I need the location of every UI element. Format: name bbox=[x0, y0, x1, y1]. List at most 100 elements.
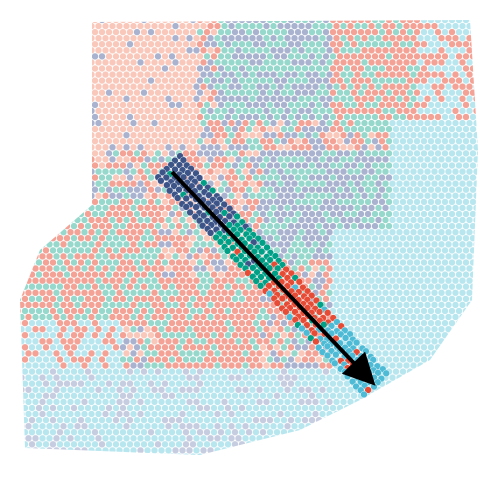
tissue-spot bbox=[45, 240, 54, 248]
tissue-spot bbox=[290, 422, 299, 430]
tissue-spot bbox=[245, 343, 253, 351]
tissue-spot bbox=[311, 228, 320, 236]
tissue-spot bbox=[59, 58, 68, 67]
tissue-spot bbox=[308, 161, 316, 170]
tissue-spot bbox=[105, 271, 113, 279]
tissue-spot bbox=[378, 355, 386, 364]
tissue-spot bbox=[220, 313, 229, 321]
tissue-spot bbox=[87, 22, 96, 30]
tissue-spot bbox=[231, 295, 239, 303]
tissue-spot bbox=[427, 343, 435, 351]
tissue-spot bbox=[325, 131, 334, 139]
tissue-spot bbox=[462, 101, 470, 109]
tissue-spot bbox=[469, 198, 477, 206]
tissue-spot bbox=[203, 40, 211, 48]
tissue-spot bbox=[136, 422, 145, 430]
tissue-spot bbox=[122, 252, 131, 261]
tissue-spot bbox=[227, 410, 236, 418]
tissue-spot bbox=[98, 76, 106, 85]
tissue-spot bbox=[399, 380, 407, 388]
tissue-spot bbox=[150, 58, 159, 67]
tissue-spot bbox=[480, 108, 487, 115]
tissue-spot bbox=[45, 34, 54, 42]
tissue-spot bbox=[59, 216, 68, 224]
tissue-spot bbox=[290, 349, 299, 358]
tissue-spot bbox=[241, 337, 250, 345]
tissue-spot bbox=[161, 28, 169, 36]
tissue-spot bbox=[491, 17, 498, 24]
tissue-spot bbox=[154, 149, 162, 158]
tissue-spot bbox=[77, 20, 85, 24]
tissue-spot bbox=[20, 295, 22, 303]
tissue-spot bbox=[91, 343, 99, 351]
tissue-spot bbox=[21, 307, 29, 315]
tissue-spot bbox=[42, 149, 50, 158]
tissue-spot bbox=[287, 246, 295, 255]
tissue-spot bbox=[49, 295, 57, 303]
tissue-spot bbox=[469, 89, 477, 97]
tissue-spot bbox=[203, 246, 211, 255]
tissue-spot bbox=[154, 404, 162, 412]
tissue-spot bbox=[210, 416, 218, 424]
tissue-spot bbox=[276, 180, 285, 188]
tissue-spot bbox=[494, 229, 500, 236]
tissue-spot bbox=[73, 192, 82, 200]
tissue-spot bbox=[441, 113, 449, 121]
tissue-spot bbox=[353, 289, 362, 297]
tissue-spot bbox=[364, 331, 372, 339]
tissue-spot bbox=[346, 216, 355, 224]
tissue-spot bbox=[329, 380, 337, 388]
tissue-spot bbox=[238, 149, 246, 158]
tissue-spot bbox=[480, 399, 487, 406]
tissue-spot bbox=[294, 331, 302, 339]
tissue-spot bbox=[241, 349, 250, 358]
tissue-spot bbox=[175, 101, 183, 109]
tissue-spot bbox=[133, 428, 141, 436]
tissue-spot bbox=[465, 325, 474, 333]
tissue-spot bbox=[161, 40, 169, 48]
tissue-spot bbox=[224, 161, 232, 170]
tissue-spot bbox=[91, 392, 99, 400]
tissue-spot bbox=[252, 113, 260, 121]
tissue-spot bbox=[31, 143, 40, 151]
tissue-spot bbox=[388, 386, 397, 394]
tissue-spot bbox=[287, 89, 295, 97]
tissue-spot bbox=[339, 422, 348, 430]
tissue-spot bbox=[105, 380, 113, 388]
tissue-spot bbox=[339, 83, 348, 91]
tissue-spot bbox=[413, 307, 421, 315]
tissue-spot bbox=[451, 58, 460, 67]
tissue-spot bbox=[465, 216, 474, 224]
tissue-spot bbox=[262, 119, 271, 127]
tissue-spot bbox=[350, 428, 358, 436]
tissue-spot bbox=[234, 301, 243, 309]
tissue-spot bbox=[49, 416, 57, 424]
tissue-spot bbox=[266, 307, 274, 315]
tissue-spot bbox=[234, 34, 243, 42]
tissue-spot bbox=[448, 258, 456, 267]
tissue-spot bbox=[38, 252, 47, 261]
tissue-spot bbox=[266, 222, 274, 230]
tissue-spot bbox=[406, 40, 414, 48]
tissue-spot bbox=[150, 301, 159, 309]
tissue-spot bbox=[374, 337, 383, 345]
tissue-spot bbox=[101, 216, 110, 224]
tissue-spot bbox=[455, 174, 463, 182]
tissue-spot bbox=[28, 368, 36, 376]
tissue-spot bbox=[392, 125, 400, 133]
tissue-spot bbox=[112, 368, 120, 376]
tissue-spot bbox=[451, 337, 460, 345]
tissue-spot bbox=[101, 374, 110, 382]
tissue-spot bbox=[287, 258, 295, 267]
tissue-spot bbox=[241, 398, 250, 406]
tissue-spot bbox=[444, 143, 453, 151]
tissue-spot bbox=[280, 64, 288, 73]
tissue-spot bbox=[35, 258, 43, 267]
tissue-spot bbox=[350, 161, 358, 170]
tissue-spot bbox=[147, 246, 155, 255]
tissue-spot bbox=[416, 155, 425, 164]
tissue-spot bbox=[31, 277, 40, 285]
tissue-spot bbox=[20, 398, 26, 406]
tissue-spot bbox=[301, 210, 309, 218]
tissue-spot bbox=[192, 119, 201, 127]
